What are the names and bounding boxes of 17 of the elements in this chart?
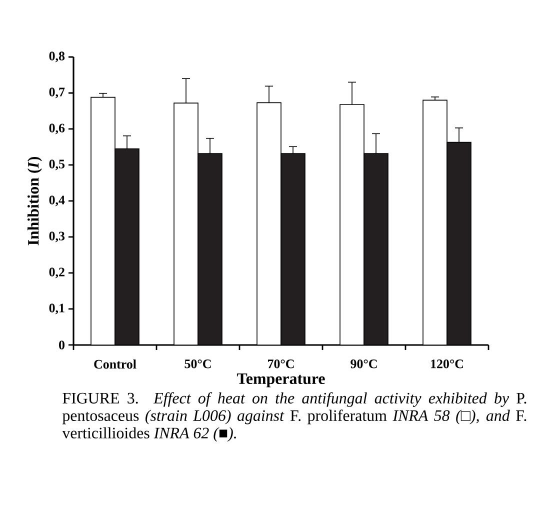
y-axis-title: Inhibition (I) xyxy=(28,156,42,246)
x-axis-title: Temperature xyxy=(236,373,325,388)
y-tick-label: 0,6 xyxy=(49,124,65,134)
y-tick-label: 0,2 xyxy=(49,268,64,278)
x-tick-label: 50°C xyxy=(184,360,211,368)
x-tick-label: 90°C xyxy=(350,360,377,368)
y-tick-label: 0,7 xyxy=(49,88,65,98)
x-tick-label: 120°C xyxy=(431,360,464,368)
x-tick-label: 70°C xyxy=(268,360,294,368)
y-tick-label: 0,1 xyxy=(49,304,64,314)
y-tick-label: 0,8 xyxy=(49,52,65,62)
y-tick-label: 0 xyxy=(59,340,64,350)
y-tick-label: 0,5 xyxy=(49,160,65,170)
y-tick-label: 0,4 xyxy=(49,196,65,206)
y-tick-label: 0,3 xyxy=(49,232,65,242)
x-tick-label: Control xyxy=(94,360,136,369)
text: FIGURE 3. Effect of heat on the antifungal activity exhibited by P. pentosaceus (strain L006) against F. proliferatum INRA 58 (□), and F. verticillioides INRA 62 (■). xyxy=(62,392,526,442)
